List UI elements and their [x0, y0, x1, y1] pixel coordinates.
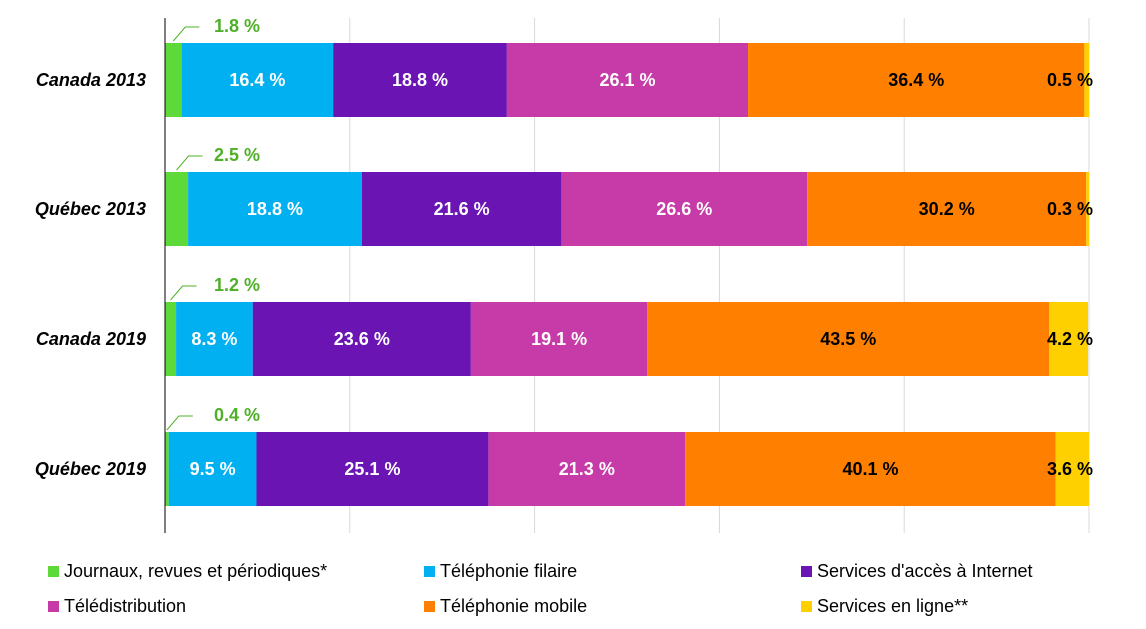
- data-label: 21.3 %: [559, 459, 615, 479]
- data-label: 43.5 %: [820, 329, 876, 349]
- bar-teledistribution: [506, 43, 749, 117]
- legend-label: Services en ligne**: [817, 596, 968, 616]
- leader-line: [166, 415, 193, 431]
- bar-services-d-acces-a-internet: [252, 302, 471, 376]
- bar-telephonie-mobile: [685, 432, 1056, 506]
- data-label: 0.5 %: [1047, 70, 1093, 90]
- category-labels: Canada 2013 Québec 2013 Canada 2019 Québec …: [35, 70, 146, 479]
- bar-telephonie-filaire: [176, 302, 253, 376]
- category-label: Canada 2019: [36, 329, 146, 349]
- data-label: 0.4 %: [214, 405, 260, 425]
- data-label: 4.2 %: [1047, 329, 1093, 349]
- data-label: 26.6 %: [656, 199, 712, 219]
- bar-telephonie-filaire: [181, 43, 334, 117]
- data-label: 1.8 %: [214, 16, 260, 36]
- data-label: 26.1 %: [599, 70, 655, 90]
- bar-journaux-revues-et-periodiques: [165, 302, 177, 376]
- legend-swatch: [801, 566, 812, 577]
- bar-services-en-ligne: [1086, 172, 1089, 246]
- legend-swatch: [424, 601, 435, 612]
- data-label: 18.8 %: [392, 70, 448, 90]
- bar-services-en-ligne: [1049, 302, 1089, 376]
- data-label: 30.2 %: [919, 199, 975, 219]
- data-label: 0.3 %: [1047, 199, 1093, 219]
- data-label: 23.6 %: [334, 329, 390, 349]
- category-label: Canada 2013: [36, 70, 146, 90]
- bar-services-d-acces-a-internet: [333, 43, 507, 117]
- legend-item-services-d-acces-a-internet: Services d'accès à Internet: [801, 561, 1033, 581]
- bar-journaux-revues-et-periodiques: [165, 432, 169, 506]
- legend-item-services-en-ligne: Services en ligne**: [801, 596, 968, 616]
- legend: Journaux, revues et périodiques* Téléphon…: [48, 561, 1033, 616]
- bar-telephonie-mobile: [807, 172, 1087, 246]
- data-label: 36.4 %: [888, 70, 944, 90]
- legend-swatch: [801, 601, 812, 612]
- legend-label: Télédistribution: [64, 596, 186, 616]
- data-label: 3.6 %: [1047, 459, 1093, 479]
- legend-swatch: [48, 566, 59, 577]
- bar-services-d-acces-a-internet: [256, 432, 489, 506]
- legend-item-telephonie-mobile: Téléphonie mobile: [424, 596, 587, 616]
- legend-label: Services d'accès à Internet: [817, 561, 1033, 581]
- bar-teledistribution: [561, 172, 808, 246]
- bar-services-en-ligne: [1055, 432, 1089, 506]
- bar-telephonie-filaire: [168, 432, 257, 506]
- legend-item-journaux-revues-et-periodiques: Journaux, revues et périodiques*: [48, 561, 327, 581]
- bar-telephonie-filaire: [188, 172, 362, 246]
- bar-telephonie-mobile: [748, 43, 1085, 117]
- bar-telephonie-mobile: [647, 302, 1050, 376]
- legend-label: Téléphonie mobile: [440, 596, 587, 616]
- bar-services-en-ligne: [1084, 43, 1089, 117]
- legend-item-teledistribution: Télédistribution: [48, 596, 186, 616]
- legend-label: Journaux, revues et périodiques*: [64, 561, 327, 581]
- data-label: 25.1 %: [344, 459, 400, 479]
- legend-item-telephonie-filaire: Téléphonie filaire: [424, 561, 577, 581]
- data-labels: 1.8 % 16.4 % 18.8 % 26.1 % 36.4 % 0.5 % 2.5 % 1…: [166, 16, 1093, 479]
- bar-services-d-acces-a-internet: [361, 172, 562, 246]
- data-label: 21.6 %: [434, 199, 490, 219]
- data-label: 19.1 %: [531, 329, 587, 349]
- bar-journaux-revues-et-periodiques: [165, 172, 189, 246]
- bars: [165, 43, 1089, 506]
- data-label: 18.8 %: [247, 199, 303, 219]
- data-label: 16.4 %: [229, 70, 285, 90]
- leader-line: [172, 26, 200, 42]
- data-label: 9.5 %: [190, 459, 236, 479]
- bar-teledistribution: [488, 432, 686, 506]
- legend-label: Téléphonie filaire: [440, 561, 577, 581]
- legend-swatch: [48, 601, 59, 612]
- data-label: 8.3 %: [191, 329, 237, 349]
- data-label: 1.2 %: [214, 275, 260, 295]
- data-label: 2.5 %: [214, 145, 260, 165]
- leader-line: [170, 285, 197, 301]
- bar-teledistribution: [470, 302, 648, 376]
- category-label: Québec 2013: [35, 199, 146, 219]
- bar-journaux-revues-et-periodiques: [165, 43, 182, 117]
- data-label: 40.1 %: [842, 459, 898, 479]
- leader-line: [176, 155, 203, 171]
- legend-swatch: [424, 566, 435, 577]
- category-label: Québec 2019: [35, 459, 146, 479]
